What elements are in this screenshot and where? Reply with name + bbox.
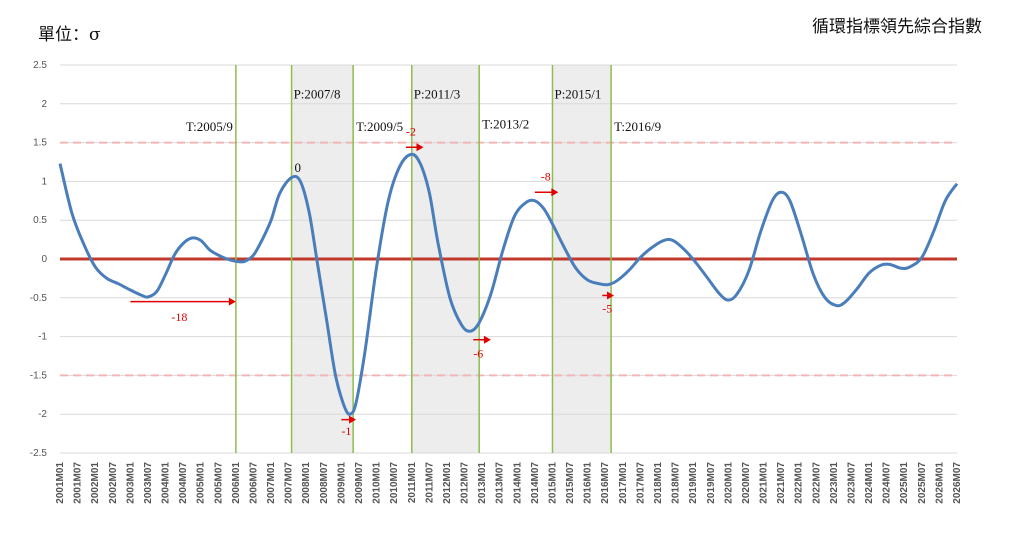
y-tick-label: 1.5 [33, 138, 47, 149]
x-tick-label: 2015M07 [565, 462, 576, 504]
x-tick-label: 2014M01 [512, 462, 523, 504]
x-tick-label: 2009M07 [354, 462, 365, 504]
x-tick-label: 2002M07 [108, 462, 119, 504]
y-tick-label: -1 [38, 332, 47, 343]
index-series-line [58, 152, 959, 416]
x-tick-label: 2011M07 [424, 462, 435, 504]
x-tick-label: 2008M07 [319, 462, 330, 504]
x-tick-label: 2006M01 [231, 462, 242, 504]
x-tick-label: 2012M07 [460, 462, 471, 504]
lead-arrowhead [349, 415, 357, 424]
turning-point-label: T:2005/9 [186, 119, 233, 134]
x-tick-label: 2024M01 [864, 462, 875, 504]
turning-point-label: P:2015/1 [554, 86, 601, 101]
lead-arrowhead [416, 143, 424, 152]
x-tick-label: 2021M01 [759, 462, 770, 504]
x-tick-label: 2016M07 [600, 462, 611, 504]
x-tick-label: 2021M07 [776, 462, 787, 504]
x-tick-label: 2023M07 [846, 462, 857, 504]
x-tick-label: 2022M07 [811, 462, 822, 504]
lead-time-label: -5 [602, 302, 612, 316]
lead-time-label: -2 [406, 125, 416, 139]
lead-arrowhead [228, 297, 236, 306]
x-tick-label: 2001M07 [73, 462, 84, 504]
y-tick-label: 2.5 [33, 60, 47, 71]
x-tick-label: 2025M07 [917, 462, 928, 504]
x-tick-label: 2007M07 [284, 462, 295, 504]
x-tick-label: 2012M01 [442, 462, 453, 504]
lead-time-label: -1 [341, 424, 351, 438]
lead-time-label: -18 [171, 310, 187, 324]
x-tick-label: 2024M07 [882, 462, 893, 504]
x-tick-label: 2008M01 [301, 462, 312, 504]
x-tick-label: 2011M01 [407, 462, 418, 504]
x-tick-label: 2023M01 [829, 462, 840, 504]
x-tick-label: 2025M01 [899, 462, 910, 504]
lead-time-label: 0 [295, 160, 302, 175]
x-tick-label: 2009M01 [336, 462, 347, 504]
x-tick-label: 2007M01 [266, 462, 277, 504]
x-tick-label: 2019M07 [706, 462, 717, 504]
x-tick-label: 2018M01 [653, 462, 664, 504]
y-tick-label: 0.5 [33, 215, 47, 226]
x-tick-label: 2005M01 [196, 462, 207, 504]
x-tick-label: 2004M07 [178, 462, 189, 504]
x-tick-label: 2010M01 [372, 462, 383, 504]
x-tick-label: 2003M07 [143, 462, 154, 504]
y-tick-label: -1.5 [30, 370, 48, 381]
x-tick-label: 2004M01 [161, 462, 172, 504]
x-tick-label: 2022M01 [794, 462, 805, 504]
y-tick-label: -2.5 [30, 448, 48, 459]
y-tick-label: -0.5 [30, 293, 48, 304]
y-tick-label: 1 [41, 176, 47, 187]
y-tick-label: -2 [38, 409, 47, 420]
x-tick-label: 2013M01 [477, 462, 488, 504]
x-tick-label: 2026M01 [934, 462, 945, 504]
x-tick-label: 2002M01 [90, 462, 101, 504]
chart-title: 循環指標領先綜合指數 [812, 17, 982, 37]
x-tick-label: 2020M01 [723, 462, 734, 504]
x-tick-label: 2005M07 [213, 462, 224, 504]
x-tick-label: 2013M07 [495, 462, 506, 504]
turning-point-label: T:2016/9 [614, 119, 661, 134]
x-tick-label: 2015M01 [547, 462, 558, 504]
x-tick-label: 2026M07 [952, 462, 963, 504]
x-tick-label: 2010M07 [389, 462, 400, 504]
x-tick-label: 2006M07 [248, 462, 259, 504]
turning-point-label: P:2011/3 [414, 86, 460, 101]
lead-arrowhead [551, 188, 559, 197]
x-tick-label: 2017M01 [618, 462, 629, 504]
x-tick-label: 2017M07 [635, 462, 646, 504]
x-tick-label: 2018M07 [671, 462, 682, 504]
unit-label: 單位：σ [38, 25, 101, 45]
x-tick-label: 2001M01 [55, 462, 66, 504]
lead-arrowhead [483, 335, 491, 344]
turning-point-label: T:2013/2 [482, 117, 529, 132]
y-tick-label: 2 [41, 99, 47, 110]
x-tick-label: 2016M01 [583, 462, 594, 504]
y-tick-label: 0 [41, 254, 47, 265]
x-tick-label: 2003M01 [125, 462, 136, 504]
x-tick-label: 2020M07 [741, 462, 752, 504]
x-tick-label: 2014M07 [530, 462, 541, 504]
lead-time-label: -8 [541, 170, 551, 184]
lead-time-label: -6 [473, 347, 483, 361]
turning-point-label: T:2009/5 [356, 119, 403, 134]
lead-arrowhead [607, 291, 615, 300]
turning-point-label: P:2007/8 [294, 86, 341, 101]
x-tick-label: 2019M01 [688, 462, 699, 504]
